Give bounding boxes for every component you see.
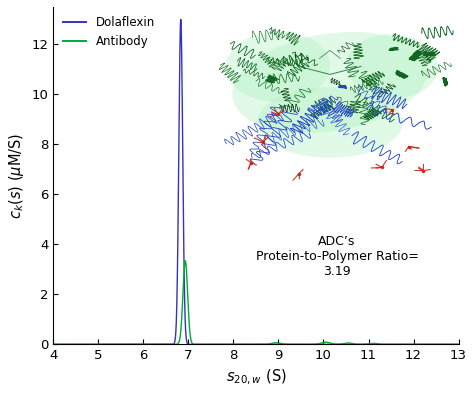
- Y-axis label: $c_k(s)$ ($\mu$M/S): $c_k(s)$ ($\mu$M/S): [7, 132, 26, 219]
- X-axis label: $s_{20,w}$ (S): $s_{20,w}$ (S): [226, 368, 286, 387]
- Text: ADC’s
Protein-to-Polymer Ratio=
3.19: ADC’s Protein-to-Polymer Ratio= 3.19: [255, 235, 419, 279]
- Legend: Dolaflexin, Antibody: Dolaflexin, Antibody: [59, 13, 159, 52]
